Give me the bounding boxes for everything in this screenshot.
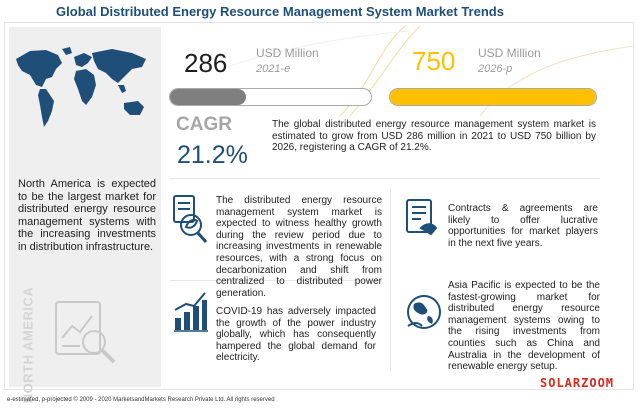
north-america-label: NORTH AMERICA bbox=[20, 286, 36, 404]
globe-asia-icon bbox=[407, 295, 441, 329]
north-america-vertical-label: NORTH AMERICA bbox=[9, 287, 47, 404]
market-2026-bar bbox=[389, 88, 597, 106]
market-2021-bar-fill bbox=[170, 89, 247, 105]
footnote: e-estimated, p-projected © 2009 - 2020 M… bbox=[7, 397, 275, 403]
market-2021-value: 286 bbox=[184, 48, 228, 78]
market-2021-unit: USD Million bbox=[256, 46, 319, 60]
cagr-value: 21.2% bbox=[177, 141, 248, 169]
section-divider-left bbox=[170, 280, 380, 281]
contracts-text: Contracts & agreements are likely to off… bbox=[448, 203, 598, 249]
infographic-frame bbox=[4, 22, 634, 390]
brand-watermark: SOLARZOOM bbox=[540, 376, 615, 390]
contract-document-icon bbox=[406, 199, 438, 236]
section-divider-top bbox=[170, 178, 600, 179]
cagr-label: CAGR bbox=[176, 114, 232, 135]
bar-chart-growth-icon bbox=[174, 292, 208, 332]
renewable-investment-text: The distributed energy resource manageme… bbox=[216, 195, 382, 299]
north-america-text: North America is expected to be the larg… bbox=[18, 178, 156, 253]
market-2021-year: 2021-e bbox=[256, 63, 291, 75]
market-summary: The global distributed energy resource m… bbox=[272, 119, 596, 153]
market-2026-year: 2026-p bbox=[478, 63, 513, 75]
asia-pacific-text: Asia Pacific is expected to be the faste… bbox=[448, 280, 600, 373]
analytics-magnifier-icon bbox=[55, 301, 116, 364]
market-2026-unit: USD Million bbox=[478, 46, 541, 60]
world-map-icon bbox=[16, 47, 146, 127]
market-2021-bar bbox=[169, 88, 372, 106]
market-2026-bar-fill bbox=[390, 89, 596, 105]
section-divider-vertical bbox=[390, 190, 391, 370]
market-2026-value: 750 bbox=[412, 46, 456, 76]
page-title: Global Distributed Energy Resource Manag… bbox=[56, 4, 504, 19]
covid-impact-text: COVID-19 has adversely impacted the grow… bbox=[216, 306, 376, 364]
ecology-search-icon bbox=[173, 195, 208, 243]
